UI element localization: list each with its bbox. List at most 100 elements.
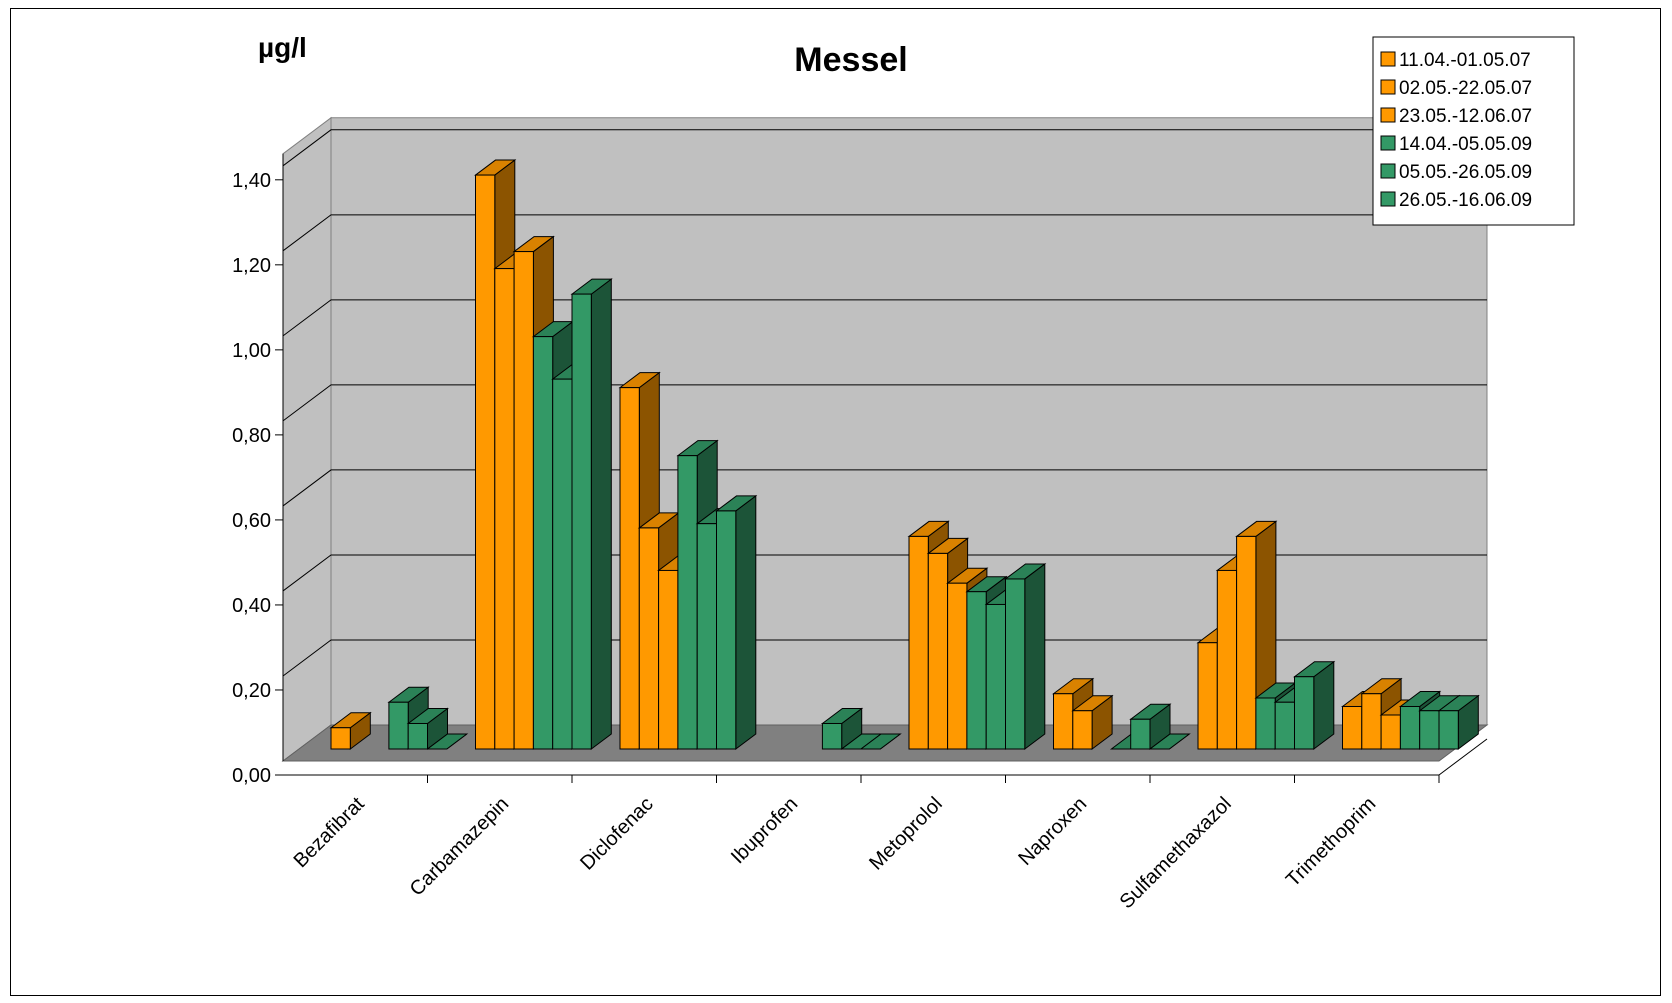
- bar-4-5: [1004, 562, 1047, 750]
- bar-front: [407, 722, 429, 750]
- bar-front: [475, 174, 496, 750]
- bar-top: [1148, 733, 1191, 750]
- bar-2-5: [715, 494, 758, 750]
- bar-0-0: [329, 711, 372, 750]
- bar-front: [966, 591, 987, 750]
- side-wall: [282, 116, 332, 762]
- legend-swatch: [1380, 191, 1396, 207]
- y-tick-label: 0,40: [232, 595, 271, 617]
- legend-label: 11.04.-01.05.07: [1399, 50, 1531, 71]
- gridline: [282, 469, 1487, 507]
- bar-5-5: [1148, 733, 1191, 750]
- bar-3-3: [820, 707, 864, 750]
- gridline: [282, 299, 1487, 337]
- bar-front: [1005, 578, 1026, 750]
- x-tick-label: Carbamazepin: [406, 793, 514, 901]
- legend-label: 26.05.-16.06.09: [1399, 190, 1532, 211]
- legend-swatch: [1380, 135, 1396, 151]
- x-tick-label: Metoprolol: [865, 793, 947, 875]
- chart-title: Messel: [794, 41, 907, 79]
- bar-0-4: [406, 707, 449, 750]
- legend-swatch: [1380, 51, 1396, 67]
- gridline: [282, 214, 1487, 252]
- legend-label: 23.05.-12.06.07: [1399, 106, 1532, 127]
- chart-frame: 0,00 0,20 0,40 0,60 0,80 1,00 1,20 1,40 Bezafib…: [10, 8, 1661, 996]
- y-tick-label: 0,20: [232, 680, 271, 702]
- bar-side: [735, 494, 757, 750]
- bar-0-5: [426, 733, 469, 750]
- bar-front: [677, 455, 698, 750]
- bar-top: [426, 733, 469, 750]
- bar-5-1: [1071, 694, 1114, 750]
- y-tick-label: 0,60: [232, 510, 271, 532]
- bar-front: [1294, 676, 1315, 750]
- y-axis-unit: µg/l: [258, 32, 307, 63]
- gridlines: [282, 129, 1487, 677]
- chart-walls: [282, 116, 1488, 762]
- y-tick-label: 0,00: [232, 765, 271, 787]
- bar-front: [619, 387, 640, 750]
- bar-front: [1399, 705, 1421, 750]
- bar-front: [1236, 535, 1257, 750]
- bar-front: [927, 552, 949, 750]
- gridline: [282, 639, 1487, 677]
- bar-front: [985, 603, 1007, 750]
- legend-box: [1372, 36, 1575, 226]
- bar-front: [571, 293, 592, 750]
- legend-label: 02.05.-22.05.07: [1399, 78, 1532, 99]
- bar-front: [1361, 693, 1382, 750]
- bar-7-5: [1437, 694, 1480, 750]
- bar-front: [947, 582, 968, 750]
- bar-front: [1380, 714, 1401, 750]
- bar-front: [716, 510, 737, 750]
- bar-side: [590, 278, 612, 750]
- bar-front: [1419, 710, 1440, 750]
- bar-6-2: [1235, 520, 1278, 750]
- bar-front: [1072, 710, 1093, 750]
- bar-front: [638, 527, 660, 750]
- bar-side: [1024, 562, 1046, 750]
- x-tick-label: Sulfamethaxazol: [1116, 793, 1236, 913]
- bar-front: [1216, 569, 1238, 750]
- gridline: [282, 554, 1487, 592]
- y-tick-label: 0,80: [232, 425, 271, 447]
- bar-1-5: [570, 278, 613, 750]
- bar-front: [1255, 697, 1276, 750]
- bar-front: [821, 722, 843, 750]
- bar-front: [1274, 701, 1295, 750]
- bar-front: [1197, 642, 1218, 750]
- gridline: [282, 384, 1487, 422]
- bar-front: [658, 569, 679, 750]
- bar-front: [388, 701, 409, 750]
- y-tick-labels: 0,00 0,20 0,40 0,60 0,80 1,00 1,20 1,40: [232, 170, 283, 787]
- bar-front: [552, 378, 573, 750]
- x-tick-label: Trimethoprim: [1282, 793, 1380, 891]
- x-category-labels: Bezafibrat Carbamazepin Diclofenac Ibuprofe…: [290, 775, 1440, 913]
- x-tick-label: Ibuprofen: [727, 793, 802, 868]
- bar-top: [859, 733, 902, 750]
- legend-label: 05.05.-26.05.09: [1399, 162, 1532, 183]
- bars: [329, 159, 1480, 751]
- bar-front: [696, 523, 718, 750]
- bar-3-5: [859, 733, 902, 750]
- y-tick-label: 1,20: [232, 255, 271, 277]
- bar-5-4: [1129, 703, 1172, 750]
- bar-front: [1053, 693, 1074, 750]
- gridline: [282, 129, 1487, 167]
- bar-6-5: [1293, 660, 1336, 750]
- x-tick-label: Bezafibrat: [290, 793, 370, 873]
- y-tick-label: 1,00: [232, 340, 271, 362]
- legend-swatch: [1380, 79, 1396, 95]
- y-tick-label: 1,40: [232, 170, 271, 192]
- legend-label: 14.04.-05.05.09: [1399, 134, 1532, 155]
- bar-front: [1130, 718, 1151, 750]
- bar-front: [532, 336, 554, 750]
- bar-front: [494, 268, 515, 750]
- bar-front: [1438, 710, 1459, 750]
- x-tick-label: Naproxen: [1014, 793, 1091, 870]
- bar-front: [330, 727, 351, 750]
- legend-swatch: [1380, 107, 1396, 123]
- bar-front: [1342, 705, 1363, 750]
- x-tick-label: Diclofenac: [576, 793, 658, 875]
- legend: 11.04.-01.05.07 02.05.-22.05.07 23.05.-12.…: [1372, 36, 1575, 226]
